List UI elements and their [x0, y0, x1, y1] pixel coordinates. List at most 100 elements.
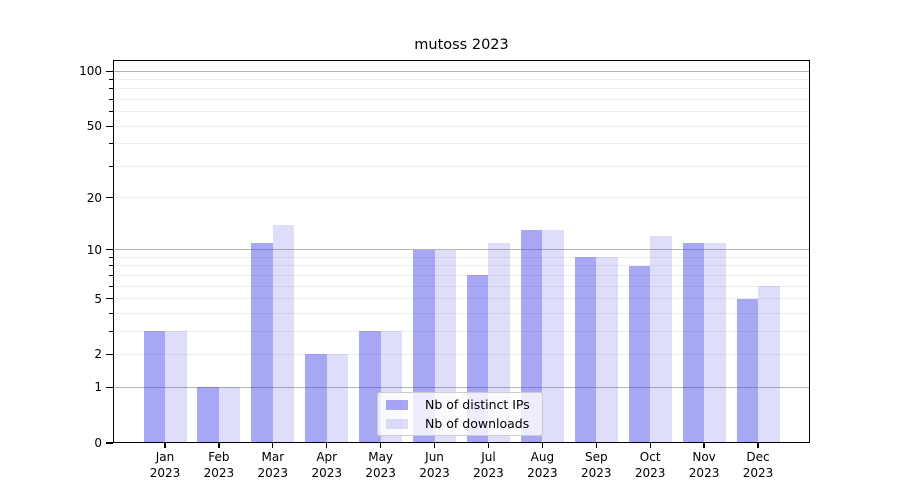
x-tick-mark	[433, 443, 436, 448]
x-tick-label: Mar 2023	[257, 450, 289, 480]
x-tick-mark	[272, 443, 274, 448]
gridline-minor	[113, 274, 810, 276]
bar-distinct-ips	[359, 331, 381, 443]
y-minor-tick-mark	[109, 111, 113, 113]
bar-downloads	[596, 257, 618, 443]
y-tick-mark	[106, 442, 113, 444]
x-tick-label: Sep 2023	[580, 450, 612, 480]
x-tick-label: Jul 2023	[473, 450, 504, 480]
bar-distinct-ips	[574, 257, 597, 443]
x-tick-label: Feb 2023	[203, 450, 235, 480]
gridline-minor	[113, 298, 810, 300]
legend: Nb of distinct IPs Nb of downloads	[377, 392, 543, 436]
x-tick-mark	[757, 443, 759, 448]
gridline-minor	[113, 256, 810, 258]
legend-label-distinct-ips: Nb of distinct IPs	[425, 397, 530, 412]
x-tick-label: Jun 2023	[419, 450, 450, 480]
gridline-minor	[113, 353, 810, 355]
y-tick-label: 5	[94, 291, 102, 306]
bar-downloads	[165, 331, 187, 443]
gridline-major	[113, 70, 810, 72]
bar-distinct-ips	[520, 230, 543, 443]
y-minor-tick-mark	[109, 330, 113, 332]
y-minor-tick-mark	[109, 99, 113, 101]
x-tick-mark	[703, 443, 705, 448]
bar-downloads	[542, 230, 564, 443]
legend-swatch-downloads	[386, 418, 408, 429]
chart-title: mutoss 2023	[414, 37, 509, 53]
y-tick-label: 20	[86, 190, 102, 205]
bar-distinct-ips	[251, 242, 273, 443]
gridline-minor	[113, 197, 810, 199]
y-minor-tick-mark	[109, 165, 113, 167]
y-tick-label: 2	[94, 347, 102, 362]
legend-item-distinct-ips: Nb of distinct IPs	[386, 397, 536, 412]
gridline-major	[113, 249, 810, 251]
gridline-minor	[113, 99, 810, 101]
y-tick-label: 0	[94, 436, 102, 450]
gridline-minor	[113, 143, 810, 145]
x-tick-label: Dec 2023	[742, 450, 774, 480]
gridline-minor	[113, 285, 810, 287]
y-tick-label: 10	[86, 242, 102, 257]
x-tick-mark	[379, 443, 382, 448]
x-tick-label: Aug 2023	[527, 450, 558, 480]
y-tick-mark	[106, 197, 113, 199]
gridline-minor	[113, 330, 810, 332]
x-tick-label: Nov 2023	[688, 450, 720, 480]
y-tick-mark	[106, 70, 113, 72]
plot-area: Nb of distinct IPs Nb of downloads	[113, 60, 810, 443]
gridline-minor	[113, 165, 810, 167]
legend-label-downloads: Nb of downloads	[425, 416, 530, 431]
y-tick-label: 1	[94, 380, 102, 395]
bar-distinct-ips	[197, 387, 219, 443]
y-minor-tick-mark	[109, 88, 113, 90]
bar-downloads	[704, 242, 726, 443]
x-tick-mark	[326, 443, 328, 448]
gridline-minor	[113, 125, 810, 127]
x-tick-mark	[595, 443, 597, 448]
gridline-minor	[113, 312, 810, 314]
gridline-minor	[113, 111, 810, 113]
y-tick-label: 100	[79, 64, 102, 79]
y-tick-label: 50	[86, 119, 102, 134]
gridline-major	[113, 386, 810, 388]
x-tick-label: May 2023	[365, 450, 396, 480]
legend-item-downloads: Nb of downloads	[386, 416, 536, 431]
y-tick-mark	[106, 353, 113, 356]
x-tick-mark	[164, 443, 166, 448]
x-tick-mark	[649, 443, 651, 448]
x-tick-label: Apr 2023	[311, 450, 342, 480]
y-minor-tick-mark	[109, 285, 113, 287]
bar-distinct-ips	[628, 265, 651, 443]
bar-downloads	[218, 387, 241, 443]
bar-distinct-ips	[305, 354, 327, 443]
legend-swatch-distinct-ips	[386, 399, 408, 410]
gridline-minor	[113, 265, 810, 267]
bar-downloads	[326, 354, 349, 443]
y-minor-tick-mark	[109, 143, 113, 145]
y-minor-tick-mark	[109, 256, 113, 258]
gridline-minor	[113, 88, 810, 90]
x-tick-mark	[541, 443, 543, 448]
y-tick-mark	[106, 297, 113, 300]
x-tick-label: Jan 2023	[149, 450, 181, 480]
bar-distinct-ips	[143, 331, 165, 443]
y-tick-mark	[106, 249, 113, 251]
x-tick-mark	[487, 443, 490, 448]
bar-downloads	[650, 236, 672, 443]
y-minor-tick-mark	[109, 312, 113, 314]
gridline-minor	[113, 79, 810, 81]
y-tick-mark	[106, 386, 113, 388]
x-tick-label: Oct 2023	[634, 450, 666, 480]
y-minor-tick-mark	[109, 79, 113, 81]
x-tick-mark	[218, 443, 220, 448]
bar-downloads	[272, 224, 295, 443]
bar-distinct-ips	[736, 298, 758, 443]
y-minor-tick-mark	[109, 274, 113, 276]
bar-distinct-ips	[682, 242, 705, 443]
bar-downloads	[758, 286, 780, 443]
y-tick-mark	[106, 125, 113, 127]
y-minor-tick-mark	[109, 265, 113, 267]
